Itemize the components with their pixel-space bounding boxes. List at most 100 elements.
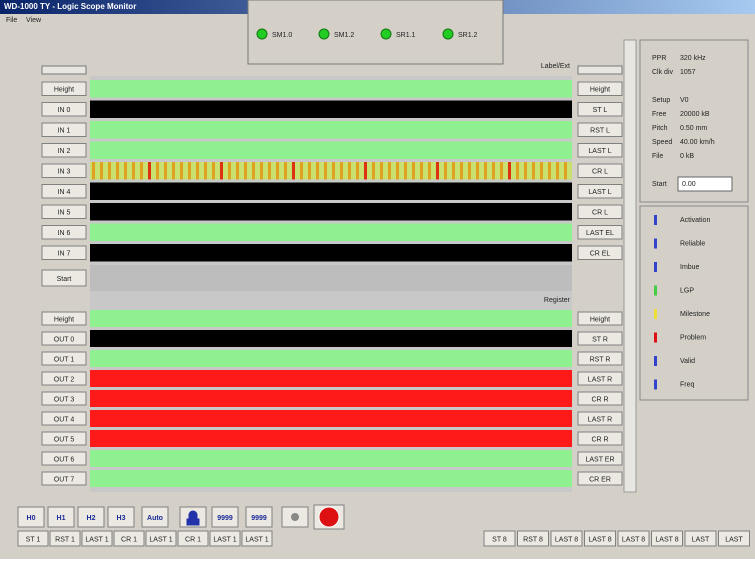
channel-button[interactable] xyxy=(41,122,87,137)
legend-label: Problem xyxy=(680,334,706,341)
status-button[interactable] xyxy=(651,530,683,547)
status-button[interactable] xyxy=(145,530,177,547)
channel-button[interactable] xyxy=(41,371,87,386)
channel-button[interactable] xyxy=(577,102,623,117)
status-button[interactable] xyxy=(241,530,273,547)
toolbar-button[interactable] xyxy=(77,506,105,528)
toolbar-button[interactable] xyxy=(17,506,45,528)
trace-pulse xyxy=(116,162,119,180)
toolbar-button[interactable] xyxy=(141,506,169,528)
channel-button[interactable] xyxy=(577,471,623,486)
toolbar-button[interactable] xyxy=(211,506,239,528)
status-button[interactable] xyxy=(483,530,516,547)
channel-button[interactable] xyxy=(41,81,87,96)
status-button[interactable] xyxy=(81,530,113,547)
separator xyxy=(90,265,572,291)
trace xyxy=(90,370,572,387)
menu-item[interactable]: View xyxy=(26,17,42,24)
menu-item[interactable]: File xyxy=(6,17,17,24)
scope-label: Label/Ext xyxy=(541,63,570,70)
channel-button-label: LAST L xyxy=(588,148,611,155)
channel-button[interactable] xyxy=(41,163,87,178)
channel-button[interactable] xyxy=(577,245,623,260)
trace-pulse xyxy=(268,162,271,180)
channel-button[interactable] xyxy=(41,204,87,219)
toolbar-button-label: H1 xyxy=(57,515,66,522)
status-button-label: LAST 1 xyxy=(149,536,172,543)
channel-button[interactable] xyxy=(577,311,623,326)
channel-button[interactable] xyxy=(577,431,623,446)
channel-button[interactable] xyxy=(41,471,87,486)
channel-button[interactable] xyxy=(577,371,623,386)
channel-button[interactable] xyxy=(577,143,623,158)
scrollbar[interactable] xyxy=(623,39,637,493)
scroll-button[interactable] xyxy=(577,65,623,75)
scroll-button[interactable] xyxy=(41,65,87,75)
channel-button[interactable] xyxy=(577,184,623,199)
channel-button[interactable] xyxy=(577,163,623,178)
status-button[interactable] xyxy=(584,530,616,547)
legend-swatch xyxy=(654,215,657,225)
status-button[interactable] xyxy=(550,530,583,547)
channel-button[interactable] xyxy=(577,204,623,219)
toolbar-button[interactable] xyxy=(107,506,135,528)
channel-button[interactable] xyxy=(41,143,87,158)
channel-button[interactable] xyxy=(41,269,87,287)
trace-pulse xyxy=(412,162,415,180)
trace-pulse xyxy=(244,162,247,180)
channel-button[interactable] xyxy=(41,431,87,446)
trace-pulse xyxy=(396,162,399,180)
indicator-label: SM1.2 xyxy=(334,32,354,39)
channel-button[interactable] xyxy=(577,331,623,346)
legend-swatch xyxy=(654,379,657,390)
toolbar-button[interactable] xyxy=(245,506,273,528)
status-button[interactable] xyxy=(684,530,717,547)
channel-button[interactable] xyxy=(41,245,87,260)
channel-button[interactable] xyxy=(41,225,87,240)
trace-pulse xyxy=(388,162,391,180)
status-button[interactable] xyxy=(617,530,650,547)
channel-button[interactable] xyxy=(577,451,623,466)
channel-button[interactable] xyxy=(41,102,87,117)
trace-pulse xyxy=(516,162,519,180)
channel-button[interactable] xyxy=(41,311,87,326)
status-button-label: CR 1 xyxy=(185,536,201,543)
channel-button[interactable] xyxy=(41,351,87,366)
legend-label: Activation xyxy=(680,217,710,224)
trace-pulse xyxy=(564,162,567,180)
channel-button[interactable] xyxy=(41,391,87,406)
toolbar-button-label: H3 xyxy=(117,515,126,522)
trace-pulse xyxy=(308,162,311,180)
status-button[interactable] xyxy=(177,530,209,547)
channel-button[interactable] xyxy=(577,411,623,426)
channel-button[interactable] xyxy=(41,411,87,426)
channel-button-label: OUT 5 xyxy=(54,436,75,443)
channel-button-label: OUT 4 xyxy=(54,416,75,423)
channel-button-label: CR L xyxy=(592,210,608,217)
status-button[interactable] xyxy=(209,530,241,547)
channel-button[interactable] xyxy=(577,391,623,406)
channel-button[interactable] xyxy=(577,351,623,366)
indicator-led xyxy=(380,28,392,40)
info-label: Start xyxy=(652,181,667,188)
channel-button[interactable] xyxy=(41,184,87,199)
channel-button[interactable] xyxy=(41,331,87,346)
status-button[interactable] xyxy=(517,530,549,547)
status-button[interactable] xyxy=(113,530,145,547)
start-input[interactable] xyxy=(677,176,733,192)
toolbar-button[interactable] xyxy=(47,506,75,528)
channel-button[interactable] xyxy=(577,122,623,137)
status-button[interactable] xyxy=(718,530,750,547)
indicator-label: SM1.0 xyxy=(272,32,292,39)
channel-button-label: OUT 0 xyxy=(54,336,75,343)
toolbar-button-label: 9999 xyxy=(217,515,233,522)
channel-button[interactable] xyxy=(577,225,623,240)
channel-button[interactable] xyxy=(41,451,87,466)
status-button[interactable] xyxy=(49,530,81,547)
channel-button[interactable] xyxy=(577,81,623,96)
status-button[interactable] xyxy=(17,530,49,547)
scope-label: Register xyxy=(544,297,571,304)
trace-pulse xyxy=(420,162,423,180)
settings-icon xyxy=(291,513,299,521)
